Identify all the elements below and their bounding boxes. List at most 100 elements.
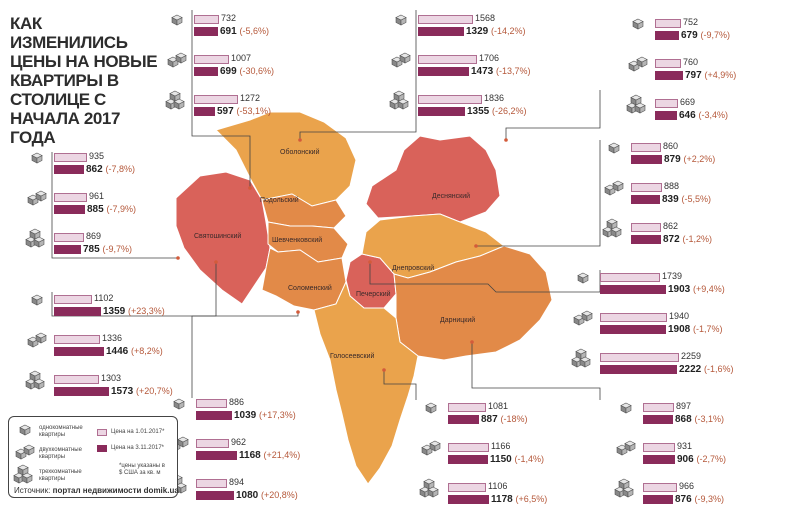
new-price-value: 887 [481,414,498,425]
room-icon-slot [601,178,627,218]
new-price-label: 1329 (-14,2%) [466,25,526,38]
label-darnitsky: Дарницкий [440,316,475,324]
bar-new-price [196,451,237,460]
panel-8: 1081 887 (-18%) 1166 1150 (-1,4%) 1106 1178 (… [448,398,547,518]
room-type-icons [601,138,627,258]
source-line: Источник: портал недвижимости domik.ua [14,486,179,495]
new-price-label: 1150 (-1,4%) [490,453,544,466]
new-price-label: 1908 (-1,7%) [668,323,723,336]
two-room-icon [167,52,187,68]
panel-9: 897 868 (-3,1%) 931 906 (-2,7%) 966 876 (-9,3… [643,398,726,518]
price-change: (+4,9%) [704,70,737,80]
district-goloseevsky[interactable] [313,280,419,485]
price-change: (+20,7%) [136,386,173,396]
one-room-icon [173,398,185,410]
old-price-label: 961 [89,191,105,201]
price-row: 760 797 (+4,9%) [655,54,737,94]
new-price-value: 885 [87,204,104,215]
bar-old-price [631,223,661,232]
cube-top [23,444,35,451]
bar-new-price [54,245,81,254]
cube-top [35,332,47,339]
legend-three-room: трехкомнатные квартиры [39,469,82,482]
price-row: 1007 699 (-30,6%) [194,50,274,90]
legend-icon-slot [12,442,38,471]
label-svyatoshinsky: Святошинский [194,232,241,240]
leader-dot-obolonsky [248,186,252,190]
new-price-value: 691 [220,26,237,37]
two-room-icon [616,440,636,456]
district-obolonsky[interactable] [215,111,357,207]
old-price-label: 886 [229,397,245,407]
bar-new-price [655,111,677,120]
two-room-icon [27,332,47,348]
district-desnyansky[interactable] [365,135,501,223]
new-price-value: 1329 [466,26,489,37]
room-icon-slot [24,330,50,370]
room-type-icons [613,398,639,518]
leader-obolonsky [191,10,251,188]
old-price-label: 1336 [102,333,123,343]
price-change: (-13,7%) [496,66,531,76]
cube-top [630,94,642,101]
cube-top [395,14,407,21]
room-icon-slot [625,54,651,94]
one-room-icon [608,142,620,154]
two-room-icon [421,440,441,456]
room-type-icons [570,268,596,388]
room-icon-slot [166,394,192,434]
room-icon-slot [570,348,596,388]
room-type-icons [24,148,50,268]
new-price-label: 876 (-9,3%) [675,493,724,506]
price-row: 894 1080 (+20,8%) [196,474,298,514]
leader-goloseevsky [383,370,417,400]
old-price-label: 935 [89,151,105,161]
two-room-icon [628,56,648,72]
room-icon-slot [418,478,444,518]
leader-shevchenkovsky [51,262,217,317]
bar-new-price [600,285,666,294]
old-price-label: 2259 [681,351,702,361]
panel-7: 886 1039 (+17,3%) 962 1168 (+21,4%) 894 1080 … [196,394,300,514]
panel-5: 1102 1359 (+23,3%) 1336 1446 (+8,2%) 1303 157… [54,290,173,410]
two-room-icon [573,310,593,326]
cube-top [624,440,636,447]
new-price-value: 1355 [467,106,490,117]
cube-top [636,56,648,63]
room-icon-slot [418,398,444,438]
new-price-value: 1039 [234,410,257,421]
price-row: 860 879 (+2,2%) [631,138,715,178]
new-price-label: 1178 (+6,5%) [491,493,547,506]
label-shevchenkovsky: Шевченковский [272,236,322,244]
old-price-label: 752 [683,17,699,27]
price-row: 1836 1355 (-26,2%) [418,90,527,130]
new-price-label: 1446 (+8,2%) [106,345,163,358]
three-room-icon [602,218,622,238]
leader-lines [51,10,601,400]
room-icon-slot [570,268,596,308]
one-room-icon [577,272,589,284]
three-room-icon [25,228,45,248]
price-change: (+2,2%) [683,154,716,164]
price-row: 1940 1908 (-1,7%) [600,308,723,348]
old-price-label: 1568 [475,13,496,23]
bar-old-price [196,479,227,488]
old-price-label: 869 [86,231,102,241]
old-price-label: 897 [676,401,692,411]
cube-top [425,402,437,409]
cube-top [620,402,632,409]
price-row: 1739 1903 (+9,4%) [600,268,725,308]
bar-new-price [54,347,104,356]
cube-top [169,90,181,97]
bar-old-price [655,99,678,108]
price-change: (+21,4%) [263,450,301,460]
bar-new-price [54,205,85,214]
price-change: (+20,8%) [261,490,298,500]
bar-new-price [418,67,469,76]
old-price-label: 1081 [488,401,509,411]
new-price-value: 1903 [668,284,691,295]
new-price-value: 1908 [668,324,691,335]
page-title: КАК ИЗМЕНИЛИСЬ ЦЕНЫ НА НОВЫЕ КВАРТИРЫ В … [10,14,158,147]
room-icon-slot [625,94,651,134]
